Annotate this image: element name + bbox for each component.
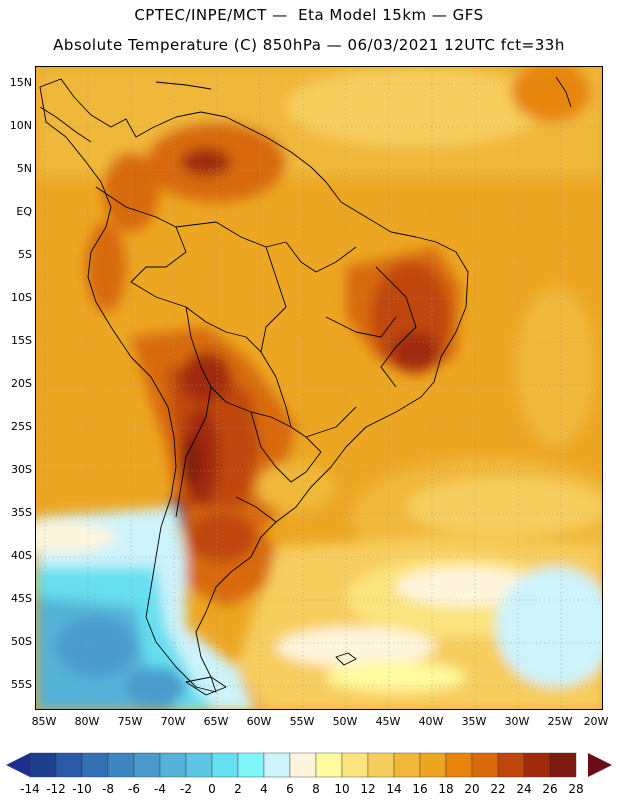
colorbar-cell (523, 752, 551, 778)
colorbar-cell (81, 752, 109, 778)
lat-label: 30S (11, 463, 32, 476)
lon-label: 75W (117, 715, 143, 728)
colorbar-label: 24 (516, 782, 532, 796)
lat-label: 50S (11, 635, 32, 648)
lat-label: 5S (18, 248, 32, 261)
colorbar-cell (211, 752, 239, 778)
colorbar-label: 20 (464, 782, 480, 796)
lon-label: 65W (203, 715, 229, 728)
colorbar-label: -6 (128, 782, 140, 796)
colorbar-label: 18 (438, 782, 454, 796)
lat-label: 25S (11, 420, 32, 433)
lat-label: 40S (11, 549, 32, 562)
colorbar-label: -14 (20, 782, 40, 796)
colorbar-label: -2 (180, 782, 192, 796)
colorbar-cell (185, 752, 213, 778)
colorbar-cell (289, 752, 317, 778)
colorbar-low-arrow (6, 753, 30, 777)
map-title-line-2: Absolute Temperature (C) 850hPa — 06/03/… (53, 36, 565, 54)
colorbar-label: 28 (568, 782, 584, 796)
lon-label: 55W (289, 715, 315, 728)
lon-label: 45W (375, 715, 401, 728)
colorbar-label: 12 (360, 782, 376, 796)
country-borders (39, 76, 572, 696)
map-title-line-1: CPTEC/INPE/MCT — Eta Model 15km — GFS (134, 6, 484, 24)
lon-label: 85W (31, 715, 57, 728)
colorbar-cell (367, 752, 395, 778)
colorbar-label: 6 (286, 782, 294, 796)
lat-label: 15S (11, 334, 32, 347)
colorbar-label: 0 (208, 782, 216, 796)
colorbar-cells (29, 752, 577, 778)
colorbar-cell (315, 752, 343, 778)
map-canvas (36, 67, 602, 709)
lon-label: 60W (246, 715, 272, 728)
lat-label: 5N (16, 162, 32, 175)
colorbar-cell (237, 752, 265, 778)
colorbar-cell (393, 752, 421, 778)
colorbar-cell (497, 752, 525, 778)
lon-label: 40W (418, 715, 444, 728)
lat-label: 10S (11, 291, 32, 304)
colorbar-cell (471, 752, 499, 778)
colorbar-label: -12 (46, 782, 66, 796)
lat-label: 45S (11, 592, 32, 605)
lat-label: 20S (11, 377, 32, 390)
lat-label: 10N (9, 119, 32, 132)
colorbar-cell (55, 752, 83, 778)
colorbar-label: 26 (542, 782, 558, 796)
colorbar-cell (549, 752, 577, 778)
colorbar-cell (29, 752, 57, 778)
lon-label: 70W (160, 715, 186, 728)
colorbar-label: -8 (102, 782, 114, 796)
colorbar-high-arrow (588, 753, 612, 777)
lat-label: 55S (11, 678, 32, 691)
colorbar-label: -10 (72, 782, 92, 796)
lon-label: 80W (74, 715, 100, 728)
colorbar-cell (419, 752, 447, 778)
colorbar-label: 10 (334, 782, 350, 796)
colorbar-cell (159, 752, 187, 778)
colorbar-label: 14 (386, 782, 402, 796)
colorbar-label: 4 (260, 782, 268, 796)
colorbar-label: 22 (490, 782, 506, 796)
lon-label: 20W (583, 715, 609, 728)
colorbar-label: 16 (412, 782, 428, 796)
lon-label: 35W (461, 715, 487, 728)
lat-label: EQ (16, 205, 32, 218)
lon-label: 25W (547, 715, 573, 728)
temperature-colorbar (6, 752, 612, 778)
colorbar-cell (107, 752, 135, 778)
lon-label: 30W (504, 715, 530, 728)
colorbar-label: -4 (154, 782, 166, 796)
colorbar-label: 2 (234, 782, 242, 796)
lon-label: 50W (332, 715, 358, 728)
colorbar-cell (445, 752, 473, 778)
colorbar-label: 8 (312, 782, 320, 796)
colorbar-cell (133, 752, 161, 778)
colorbar-cell (341, 752, 369, 778)
lat-label: 15N (9, 76, 32, 89)
temperature-map (35, 66, 603, 710)
colorbar-cell (263, 752, 291, 778)
lat-label: 35S (11, 506, 32, 519)
